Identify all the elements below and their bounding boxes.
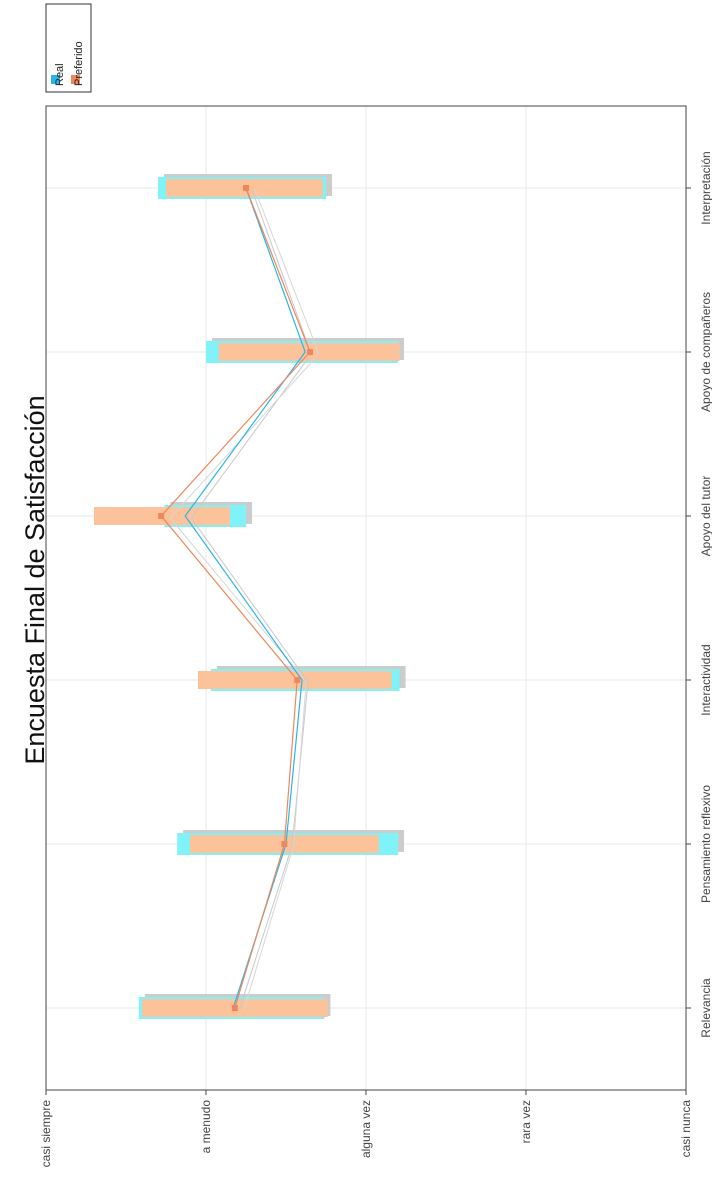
value-label-group: rara vez [519, 1100, 533, 1143]
data-point-preferido [281, 841, 288, 847]
legend-swatch-real [51, 75, 60, 84]
plot-layer [46, 106, 686, 1090]
category-tick-label: Interactividad [699, 644, 712, 715]
legend-label-preferido: Preferido [73, 41, 85, 86]
category-tick-label: Interpretación [699, 151, 712, 224]
axis-layer: Relevancia Pensamiento reflexivo Interacti… [39, 151, 712, 1167]
series-line-real [184, 187, 306, 1009]
category-label-group: Interactividad [699, 644, 712, 715]
category-label-group: Pensamiento reflexivo [699, 785, 712, 903]
value-tick-label: casi nunca [679, 1100, 693, 1158]
category-tick-label: Apoyo del tutor [699, 476, 712, 557]
shadow-line-preferido [169, 189, 320, 1011]
category-label-group: Apoyo del tutor [699, 476, 712, 557]
value-tick-label: rara vez [519, 1100, 533, 1143]
category-label-group: Relevancia [699, 978, 712, 1038]
value-label-group: a menudo [199, 1100, 213, 1154]
legend-swatch-preferido [71, 75, 80, 84]
category-tick-label: Apoyo de compañeros [699, 292, 712, 412]
series-line-preferido [160, 187, 311, 1009]
data-point-preferido [243, 185, 249, 191]
category-tick-label: Relevancia [699, 978, 712, 1038]
legend-label-real: Real [54, 63, 66, 86]
data-point-preferido [307, 349, 313, 355]
value-label-group: casi nunca [679, 1100, 693, 1158]
chart-title-text: Encuesta Final de Satisfacción [20, 395, 50, 764]
category-label-group: Interpretación [699, 151, 712, 224]
legend: Real Preferido [45, 3, 92, 93]
shadow-line-real [190, 189, 312, 1011]
chart-title: Encuesta Final de Satisfacción [20, 395, 50, 764]
data-point-preferido [231, 1005, 238, 1011]
category-tick-label: Pensamiento reflexivo [699, 785, 712, 903]
value-tick-label: alguna vez [359, 1100, 373, 1158]
value-tick-label: a menudo [199, 1100, 213, 1154]
value-label-group: alguna vez [359, 1100, 373, 1158]
data-point-preferido [294, 677, 301, 683]
data-point-preferido [158, 513, 165, 519]
value-label-group: casi siempre [39, 1100, 53, 1168]
value-tick-label: casi siempre [39, 1100, 53, 1168]
category-label-group: Apoyo de compañeros [699, 292, 712, 412]
